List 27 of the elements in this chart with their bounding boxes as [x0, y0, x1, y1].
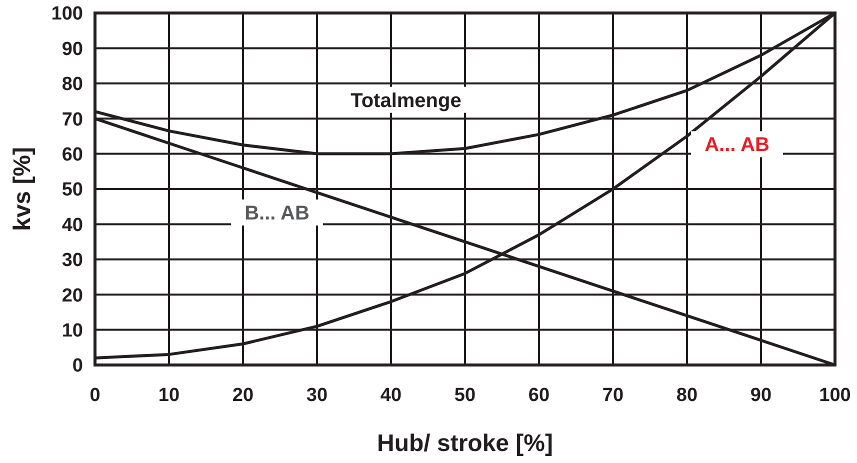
- x-tick-label: 70: [602, 385, 624, 406]
- y-tick-label: 60: [62, 144, 83, 166]
- x-tick-label: 50: [454, 385, 476, 406]
- x-tick-label: 100: [819, 385, 851, 406]
- series-label: Totalmenge: [350, 90, 462, 112]
- y-tick-label: 10: [62, 320, 83, 342]
- x-tick-label: 30: [306, 385, 328, 406]
- y-tick-label: 100: [51, 4, 83, 25]
- x-tick-label: 80: [676, 385, 698, 406]
- x-tick-label: 20: [232, 385, 254, 406]
- x-axis-title: Hub/ stroke [%]: [376, 430, 554, 457]
- y-tick-label: 0: [72, 356, 83, 377]
- x-tick-label: 10: [158, 385, 180, 406]
- x-tick-label: 40: [380, 385, 402, 406]
- y-tick-label: 30: [62, 250, 83, 272]
- series-label: B... AB: [244, 202, 310, 225]
- y-tick-label: 80: [62, 74, 83, 96]
- y-tick-label: 50: [62, 180, 83, 201]
- y-tick-label: 20: [62, 285, 83, 306]
- y-tick-label: 90: [62, 38, 83, 60]
- y-axis-title: kvs [%]: [9, 146, 36, 232]
- series-label: A... AB: [704, 134, 770, 156]
- x-tick-label: 60: [528, 385, 550, 406]
- y-tick-label: 70: [62, 109, 83, 130]
- y-tick-label: 40: [62, 214, 83, 236]
- x-tick-label: 90: [750, 385, 772, 406]
- x-tick-label: 0: [90, 385, 100, 406]
